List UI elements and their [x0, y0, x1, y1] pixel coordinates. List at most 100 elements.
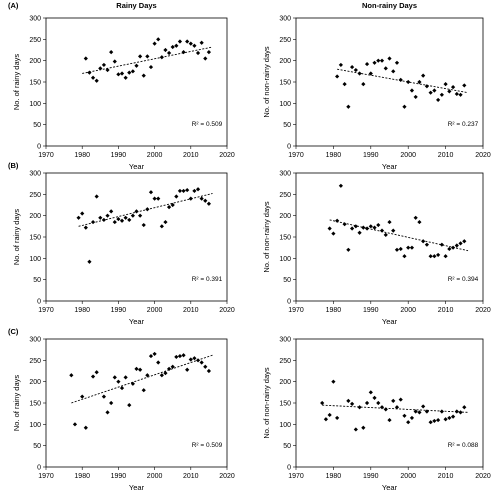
chart-4-xlabel: Year [382, 317, 398, 326]
chart-1-ytick-label: 250 [29, 37, 41, 44]
chart-3-point [127, 217, 132, 223]
chart-2-point [368, 71, 373, 76]
chart-6-point [353, 427, 358, 432]
chart-2-ytick-label: 100 [279, 101, 291, 108]
chart-6-point [443, 417, 448, 422]
chart-2-ytick-label: 300 [279, 16, 291, 23]
chart-5-ytick-label: 300 [29, 337, 41, 344]
chart-4-ytick-label: 250 [279, 192, 291, 199]
chart-3-xlabel: Year [129, 317, 145, 326]
chart-5-point [109, 400, 114, 406]
chart-1: (A) Rainy Days 1970 1980 1990 2000 2010 2020 0 50… [8, 1, 235, 171]
chart-4-point [383, 232, 388, 237]
chart-4-point [379, 228, 385, 233]
chart-3-point [177, 188, 183, 194]
chart-3-point [145, 207, 150, 212]
chart-5-point [163, 371, 168, 376]
chart-4-point [391, 228, 396, 233]
chart-2-xlabel: Year [382, 162, 398, 171]
chart-5-point [94, 370, 99, 375]
chart-5-point [141, 388, 146, 393]
chart-1-point [119, 71, 125, 76]
chart-1-xtick-label: 1990 [111, 152, 127, 159]
chart-5-point [195, 358, 201, 363]
chart-1-point [134, 63, 139, 68]
chart-5-point [181, 353, 186, 358]
chart-1-xtick-label: 2000 [147, 152, 163, 159]
chart-3-plot-area [45, 172, 228, 302]
chart-3-ytick-label: 200 [29, 213, 41, 220]
chart-1-point [101, 62, 107, 68]
chart-4-xtick-label: 2000 [400, 307, 416, 314]
chart-3-xtick-label: 2000 [147, 307, 163, 314]
chart-6-xtick-label: 1970 [288, 473, 304, 480]
chart-3-point [94, 194, 99, 199]
chart-6-xlabel: Year [382, 483, 398, 492]
chart-2-point [447, 89, 452, 94]
chart-1-point [152, 41, 157, 46]
chart-6-point [432, 418, 437, 424]
chart-2-point [454, 91, 459, 97]
chart-1-point [138, 54, 143, 59]
chart-5-ytick-label: 100 [29, 422, 41, 429]
chart-5-point [119, 385, 125, 391]
chart-6-ytick-label: 0 [287, 465, 291, 472]
chart-2-point [398, 77, 403, 82]
chart-5-point [203, 364, 208, 369]
chart-3-point [76, 215, 81, 220]
chart-6-point [406, 420, 411, 425]
chart-4-point [447, 246, 452, 252]
chart-4-point [409, 245, 415, 250]
chart-4-point [368, 224, 373, 229]
chart-5-ytick-label: 250 [29, 358, 41, 365]
chart-5-point [192, 356, 197, 361]
chart-5-point [185, 367, 190, 372]
chart-4-point [346, 247, 351, 252]
chart-5-point [83, 425, 88, 430]
chart-1-point [192, 43, 197, 48]
chart-3-point [166, 205, 172, 210]
chart-5-point [159, 373, 164, 378]
chart-1-ytick-label: 0 [37, 144, 41, 151]
chart-1-point [90, 75, 96, 80]
chart-2-point [458, 92, 463, 97]
chart-5-point [166, 366, 172, 371]
chart-2-point [361, 82, 366, 87]
chart-5-point [134, 366, 139, 371]
chart-2-xtick-label: 2020 [475, 152, 491, 159]
chart-3-point [192, 188, 197, 194]
chart-6-point [323, 417, 329, 422]
chart-5-xtick-label: 1990 [111, 473, 127, 480]
chart-1-point [109, 50, 114, 55]
chart-2-point [394, 60, 400, 65]
chart-4-ytick-label: 200 [279, 213, 291, 220]
chart-4: 1970 1980 1990 2000 2010 2020 0 50 100 150 200 250 3… [262, 171, 491, 327]
chart-6-point [379, 405, 385, 410]
chart-1-ytick-label: 200 [29, 58, 41, 65]
chart-1-trend-line [82, 46, 213, 74]
chart-3-point [98, 215, 103, 220]
chart-3-point [80, 211, 85, 216]
chart-2-point [439, 92, 444, 97]
chart-2-point [413, 94, 418, 100]
chart-4-point [439, 242, 444, 247]
chart-1-point [163, 47, 168, 53]
chart-3-point [181, 188, 186, 194]
chart-4-point [361, 225, 366, 230]
chart-2-point [462, 83, 467, 88]
chart-5-point [170, 364, 175, 369]
chart-3-xtick-label: 1970 [38, 307, 54, 314]
chart-3-point [83, 225, 88, 230]
chart-5-xlabel: Year [129, 483, 145, 492]
chart-6-ytick-label: 200 [279, 379, 291, 386]
chart-3-point [163, 219, 168, 225]
panel-letter-B: (B) [8, 161, 19, 170]
chart-6-point [462, 405, 467, 410]
chart-5-point [145, 373, 150, 378]
chart-4-xtick-label: 2020 [475, 307, 491, 314]
chart-5-point [177, 353, 183, 359]
chart-2-point [391, 69, 396, 74]
chart-1-xtick-label: 2020 [219, 152, 235, 159]
chart-2-point [383, 66, 388, 71]
chart-4-point [387, 219, 392, 225]
